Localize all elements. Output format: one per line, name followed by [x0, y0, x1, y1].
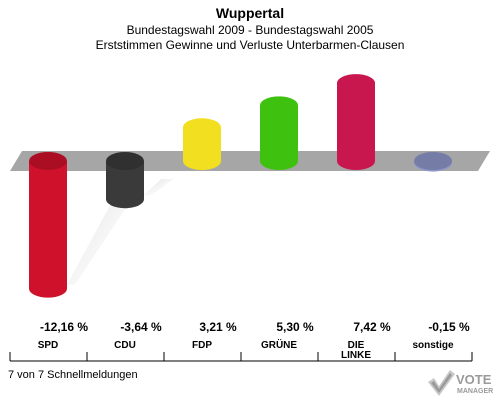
chart-subtitle-2: Erststimmen Gewinne und Verluste Unterba… [95, 38, 405, 52]
logo-text-vote: VOTE [456, 372, 492, 387]
logo-text-manager: MANAGER [457, 388, 493, 395]
category-label-fdp: FDP [192, 340, 212, 351]
category-label-cdu: CDU [114, 340, 136, 351]
category-label-sonstige: sonstige [412, 340, 454, 351]
bar-gr-ne [260, 96, 298, 170]
footer-note: 7 von 7 Schnellmeldungen [8, 369, 138, 381]
bar-shadow-cdu [144, 179, 174, 196]
category-label-die-linke: DIE LINKE [341, 340, 371, 361]
category-label-spd: SPD [38, 340, 59, 351]
bar-die-linke [337, 74, 375, 170]
bar-sonstige [414, 152, 452, 172]
category-label-gr-ne: GRÜNE [261, 338, 297, 351]
value-label-die-linke: 7,42 % [353, 320, 391, 334]
bar-cdu [106, 152, 144, 209]
bar-fdp [183, 118, 221, 170]
value-label-cdu: -3,64 % [120, 320, 162, 334]
vote-manager-logo: VOTE MANAGER [428, 370, 493, 396]
value-label-spd: -12,16 % [40, 320, 88, 334]
value-label-gr-ne: 5,30 % [276, 320, 314, 334]
chart-title: Wuppertal [215, 5, 285, 21]
value-label-fdp: 3,21 % [199, 320, 237, 334]
chart-subtitle: Bundestagswahl 2009 - Bundestagswahl 200… [126, 23, 374, 37]
value-label-sonstige: -0,15 % [428, 320, 470, 334]
logo-check-icon [428, 370, 455, 396]
bar-spd [29, 152, 67, 298]
